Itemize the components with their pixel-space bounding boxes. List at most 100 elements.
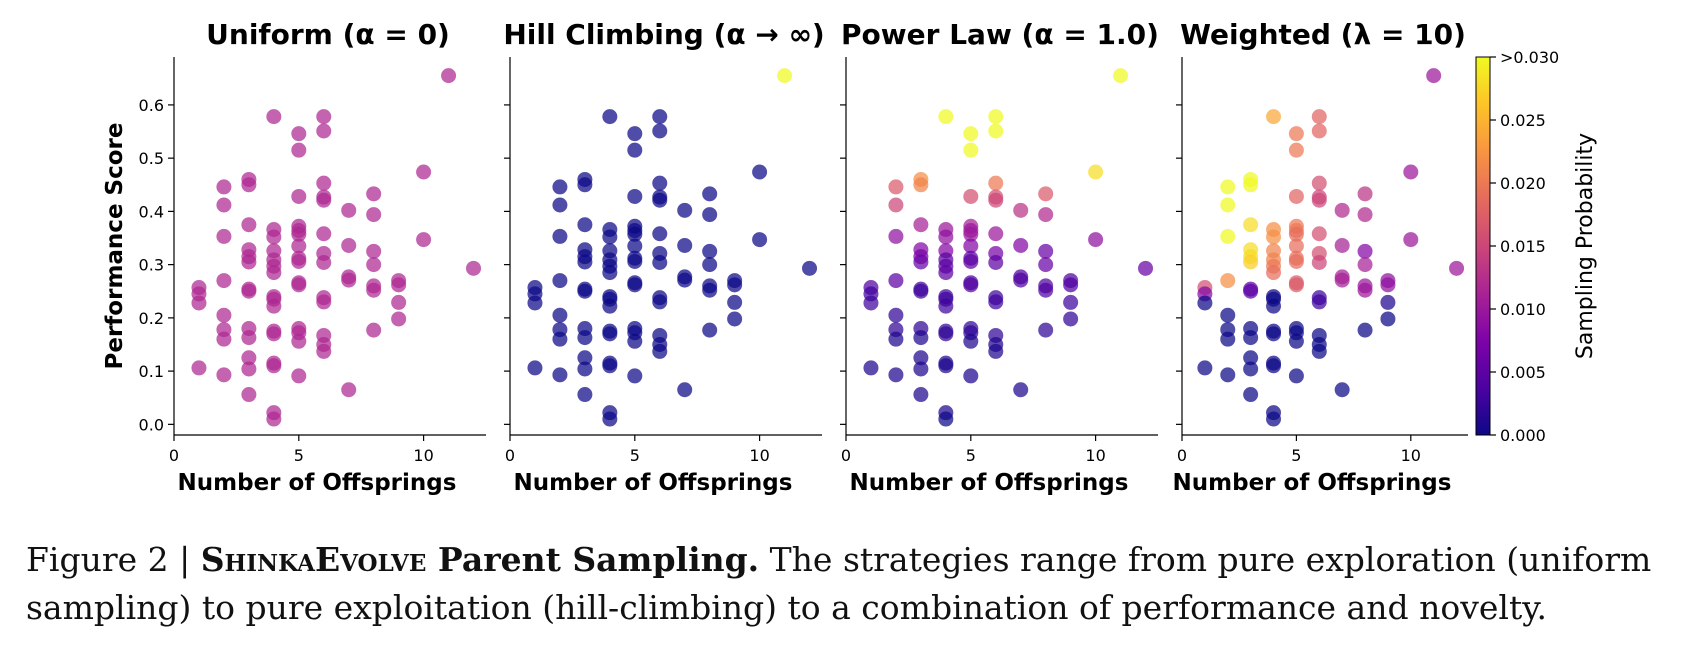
scatter-point <box>888 367 904 383</box>
scatter-point <box>1220 307 1236 323</box>
x-tick-label: 10 <box>749 446 769 465</box>
scatter-point <box>627 188 643 204</box>
scatter-point <box>341 202 357 218</box>
scatter-point <box>366 257 382 273</box>
scatter-point <box>316 226 332 242</box>
scatter-point <box>1334 237 1350 253</box>
scatter-point <box>627 368 643 384</box>
scatter-point <box>1220 273 1236 289</box>
scatter-point <box>1266 265 1282 281</box>
x-axis-label: Number of Offsprings <box>178 470 457 496</box>
scatter-point <box>291 368 307 384</box>
scatter-point <box>577 330 593 346</box>
scatter-point <box>577 361 593 377</box>
scatter-point <box>1288 253 1304 269</box>
scatter-points <box>863 68 1154 427</box>
scatter-point <box>777 68 793 84</box>
scatter-point <box>963 333 979 349</box>
scatter-point <box>963 188 979 204</box>
scatter-point <box>552 273 568 289</box>
scatter-point <box>552 307 568 323</box>
scatter-point <box>913 361 929 377</box>
colorbar-tick-label: >0.030 <box>1500 48 1559 67</box>
scatter-point <box>1334 202 1350 218</box>
scatter-point <box>1311 226 1327 242</box>
scatter-point <box>988 343 1004 359</box>
scatter-point <box>988 175 1004 191</box>
scatter-point <box>963 368 979 384</box>
scatter-point <box>963 126 979 142</box>
scatter-point <box>1311 343 1327 359</box>
scatter-point <box>888 307 904 323</box>
scatter-point <box>1220 179 1236 195</box>
scatter-point <box>863 295 879 311</box>
scatter-point <box>1311 255 1327 271</box>
x-axis-label: Number of Offsprings <box>850 470 1129 496</box>
scatter-point <box>702 186 718 202</box>
x-tick-label: 10 <box>1401 446 1421 465</box>
scatter-point <box>1357 282 1373 298</box>
scatter-point <box>913 330 929 346</box>
panel-title: Uniform (α = 0) <box>206 18 450 51</box>
figure-caption: Figure 2 | ShinkaEvolve Parent Sampling.… <box>26 536 1676 632</box>
x-tick-label: 0 <box>841 446 851 465</box>
x-axis-label: Number of Offsprings <box>514 470 793 496</box>
colorbar-tick-label: 0.005 <box>1500 363 1546 382</box>
scatter-point <box>577 283 593 299</box>
scatter-point <box>552 367 568 383</box>
scatter-point <box>1403 164 1419 180</box>
scatter-point <box>602 358 618 374</box>
scatter-point <box>602 326 618 342</box>
scatter-point <box>677 202 693 218</box>
scatter-point <box>752 232 768 248</box>
colorbar-gradient <box>1475 56 1491 436</box>
scatter-point <box>291 188 307 204</box>
scatter-point <box>1357 243 1373 259</box>
scatter-point <box>727 277 743 293</box>
scatter-point <box>1243 361 1259 377</box>
scatter-point <box>802 260 818 276</box>
scatter-point <box>1197 295 1213 311</box>
scatter-point <box>1288 333 1304 349</box>
scatter-point <box>1243 217 1259 233</box>
scatter-point <box>1243 283 1259 299</box>
scatter-point <box>291 126 307 142</box>
scatter-point <box>1403 232 1419 248</box>
scatter-point <box>416 164 432 180</box>
caption-prefix: Figure 2 | <box>26 540 201 579</box>
scatter-point <box>266 298 282 314</box>
scatter-point <box>266 358 282 374</box>
scatter-point <box>1013 237 1029 253</box>
colorbar-label: Sampling Probability <box>1573 133 1598 359</box>
scatter-point <box>702 322 718 338</box>
scatter-point <box>341 237 357 253</box>
scatter-point <box>863 360 879 376</box>
caption-bold-title: Parent Sampling. <box>426 540 760 579</box>
scatter-point <box>1013 202 1029 218</box>
scatter-point <box>1038 322 1054 338</box>
scatter-point <box>577 254 593 270</box>
scatter-point <box>1088 164 1104 180</box>
scatter-point <box>316 294 332 310</box>
scatter-point <box>1113 68 1129 84</box>
scatter-point <box>391 311 407 327</box>
scatter-point <box>938 326 954 342</box>
scatter-points <box>191 68 482 427</box>
scatter-point <box>577 387 593 403</box>
scatter-point <box>1013 272 1029 288</box>
scatter-point <box>216 228 232 244</box>
scatter-point <box>702 257 718 273</box>
scatter-point <box>366 207 382 223</box>
scatter-point <box>1311 123 1327 139</box>
x-tick-label: 0 <box>169 446 179 465</box>
scatter-point <box>1063 277 1079 293</box>
scatter-point <box>888 331 904 347</box>
scatter-point <box>552 197 568 213</box>
scatter-point <box>1038 282 1054 298</box>
panel-1: 0.0 0.1 0.2 0.3 0.4 0.5 0.6 0 5 10 Uniform (α = 0)… <box>102 18 486 496</box>
scatter-point <box>1038 186 1054 202</box>
scatter-point <box>677 382 693 398</box>
y-tick-label: 0.3 <box>139 256 164 275</box>
scatter-point <box>391 277 407 293</box>
scatter-point <box>752 164 768 180</box>
